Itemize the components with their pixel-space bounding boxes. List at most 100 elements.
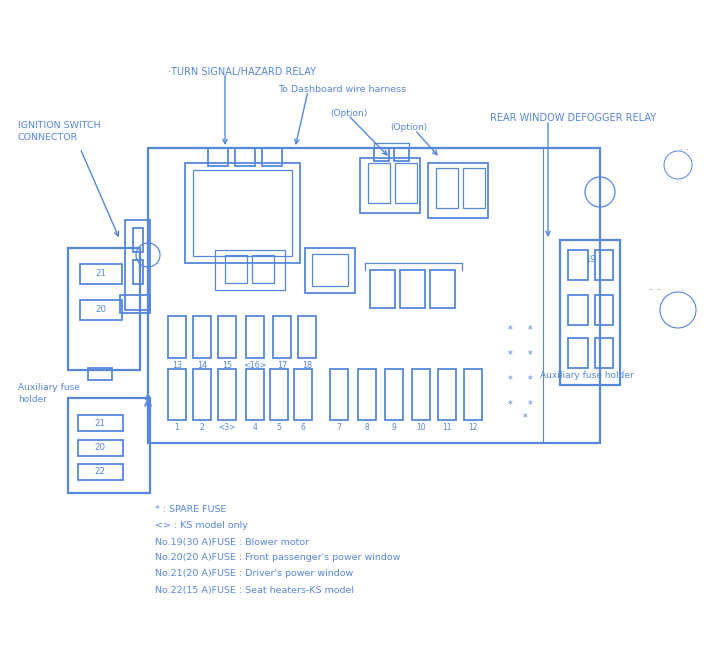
- Bar: [360, 158, 420, 213]
- Bar: [235, 148, 255, 166]
- Text: · ·: · ·: [680, 145, 689, 155]
- Bar: [88, 368, 112, 380]
- Text: 2: 2: [200, 424, 205, 432]
- Bar: [262, 148, 282, 166]
- Text: (Option): (Option): [330, 109, 367, 118]
- Bar: [358, 369, 376, 420]
- Text: 13: 13: [172, 360, 182, 370]
- Text: *: *: [528, 325, 533, 335]
- Bar: [385, 369, 403, 420]
- Text: 18: 18: [302, 360, 312, 370]
- Text: IGNITION SWITCH: IGNITION SWITCH: [18, 120, 101, 129]
- Bar: [225, 255, 247, 283]
- Bar: [330, 369, 348, 420]
- Bar: [120, 295, 150, 313]
- Text: <3>: <3>: [218, 424, 236, 432]
- Bar: [215, 250, 285, 290]
- Bar: [595, 338, 613, 368]
- Text: <> : KS model only: <> : KS model only: [155, 521, 248, 530]
- Bar: [80, 264, 122, 284]
- Bar: [568, 295, 588, 325]
- Bar: [246, 316, 264, 358]
- Bar: [305, 248, 355, 293]
- Bar: [560, 240, 620, 385]
- Bar: [595, 250, 613, 280]
- Text: Auxiliary fuse: Auxiliary fuse: [18, 383, 80, 392]
- Bar: [193, 170, 292, 256]
- Text: CONNECTOR: CONNECTOR: [18, 133, 78, 143]
- Bar: [78, 415, 123, 431]
- Text: To Dashboard wire harness: To Dashboard wire harness: [278, 86, 406, 94]
- Bar: [78, 440, 123, 456]
- Bar: [246, 369, 264, 420]
- Text: 20: 20: [96, 305, 106, 315]
- Text: *: *: [508, 400, 513, 410]
- Text: Auxiliary fuse holder: Auxiliary fuse holder: [540, 371, 634, 379]
- Text: 14: 14: [197, 360, 207, 370]
- Text: 17: 17: [277, 360, 287, 370]
- Bar: [298, 316, 316, 358]
- Bar: [568, 338, 588, 368]
- Text: No.20(20 A)FUSE : Front passenger's power window: No.20(20 A)FUSE : Front passenger's powe…: [155, 553, 401, 562]
- Text: 9: 9: [391, 424, 396, 432]
- Bar: [133, 260, 143, 284]
- Bar: [168, 316, 186, 358]
- Bar: [218, 369, 236, 420]
- Bar: [80, 300, 122, 320]
- Text: (Option): (Option): [390, 124, 427, 133]
- Text: *: *: [528, 375, 533, 385]
- Text: 15: 15: [222, 360, 232, 370]
- Text: * : SPARE FUSE: * : SPARE FUSE: [155, 506, 226, 515]
- Bar: [68, 248, 140, 370]
- Bar: [270, 369, 288, 420]
- Text: REAR WINDOW DEFOGGER RELAY: REAR WINDOW DEFOGGER RELAY: [490, 113, 656, 123]
- Bar: [394, 148, 409, 161]
- Bar: [400, 270, 425, 308]
- Bar: [395, 163, 417, 203]
- Bar: [370, 270, 395, 308]
- Text: holder: holder: [18, 396, 47, 405]
- Bar: [430, 270, 455, 308]
- Text: 7: 7: [337, 424, 342, 432]
- Text: No.19(30 A)FUSE : Blower motor: No.19(30 A)FUSE : Blower motor: [155, 538, 309, 547]
- Text: 21: 21: [95, 419, 106, 428]
- Bar: [168, 369, 186, 420]
- Text: 12: 12: [468, 424, 478, 432]
- Text: *: *: [528, 400, 533, 410]
- Bar: [294, 369, 312, 420]
- Text: 6: 6: [301, 424, 305, 432]
- Text: 19: 19: [585, 256, 595, 264]
- Text: 5: 5: [277, 424, 282, 432]
- Text: 8: 8: [364, 424, 369, 432]
- Text: ·TURN SIGNAL/HAZARD RELAY: ·TURN SIGNAL/HAZARD RELAY: [168, 67, 316, 77]
- Text: *: *: [508, 325, 513, 335]
- Bar: [463, 168, 485, 208]
- Bar: [185, 163, 300, 263]
- Bar: [78, 464, 123, 480]
- Text: <16>: <16>: [243, 360, 267, 370]
- Text: 4: 4: [252, 424, 257, 432]
- Bar: [595, 295, 613, 325]
- Bar: [374, 148, 389, 161]
- Text: *: *: [508, 375, 513, 385]
- Bar: [436, 168, 458, 208]
- Bar: [252, 255, 274, 283]
- Text: 11: 11: [442, 424, 452, 432]
- Text: 10: 10: [416, 424, 426, 432]
- Text: No.22(15 A)FUSE : Seat heaters-KS model: No.22(15 A)FUSE : Seat heaters-KS model: [155, 585, 354, 594]
- Text: No.21(20 A)FUSE : Driver's power window: No.21(20 A)FUSE : Driver's power window: [155, 570, 353, 579]
- Text: · ·: · ·: [649, 283, 661, 296]
- Text: *: *: [523, 413, 528, 423]
- Bar: [193, 369, 211, 420]
- Bar: [568, 250, 588, 280]
- Bar: [273, 316, 291, 358]
- Bar: [464, 369, 482, 420]
- Text: *: *: [528, 350, 533, 360]
- Bar: [125, 220, 150, 310]
- Text: 1: 1: [175, 424, 180, 432]
- Bar: [412, 369, 430, 420]
- Bar: [68, 398, 150, 493]
- Bar: [312, 254, 348, 286]
- Bar: [193, 316, 211, 358]
- Bar: [148, 148, 600, 443]
